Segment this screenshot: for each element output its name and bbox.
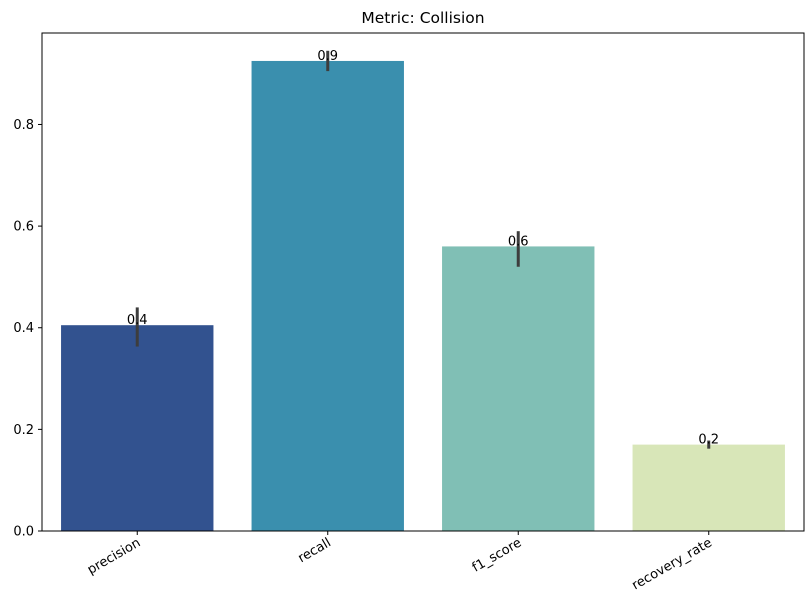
x-axis: precision recall f1_score recovery_rate bbox=[85, 531, 715, 593]
bar-recovery-rate bbox=[632, 444, 785, 531]
chart-title: Metric: Collision bbox=[361, 9, 484, 27]
bar-precision bbox=[61, 325, 214, 531]
data-label-recovery-rate: 0.2 bbox=[698, 433, 719, 448]
y-tick-label: 0.4 bbox=[13, 321, 34, 336]
data-label-f1-score: 0.6 bbox=[508, 234, 529, 249]
x-tick-label-precision: precision bbox=[85, 535, 143, 577]
x-tick-label-recall: recall bbox=[296, 535, 334, 566]
y-tick-label: 0.2 bbox=[13, 423, 34, 438]
data-label-precision: 0.4 bbox=[127, 313, 148, 328]
x-tick-label-f1-score: f1_score bbox=[470, 535, 525, 575]
bar-recall bbox=[251, 60, 404, 532]
y-axis: 0.0 0.2 0.4 0.6 0.8 bbox=[13, 118, 42, 540]
y-tick-label: 0.8 bbox=[13, 118, 34, 133]
bars-group bbox=[61, 60, 785, 532]
error-bars-group bbox=[135, 50, 711, 449]
x-tick-label-recovery-rate: recovery_rate bbox=[629, 535, 714, 593]
bar-f1-score bbox=[442, 246, 595, 531]
plot-frame bbox=[41, 32, 805, 532]
data-labels-group: 0.4 0.9 0.6 0.2 bbox=[127, 49, 719, 448]
y-tick-label: 0.0 bbox=[13, 525, 34, 540]
data-label-recall: 0.9 bbox=[317, 49, 338, 64]
y-tick-label: 0.6 bbox=[13, 220, 34, 235]
